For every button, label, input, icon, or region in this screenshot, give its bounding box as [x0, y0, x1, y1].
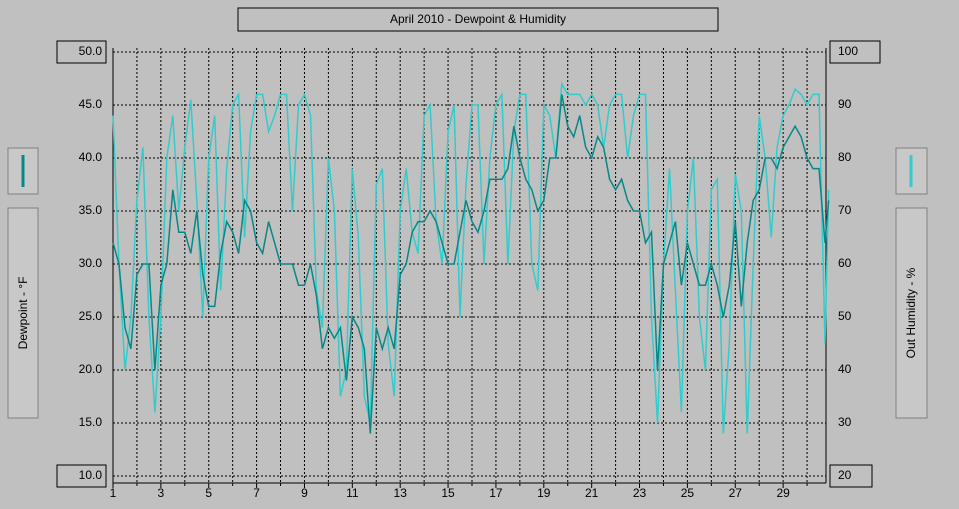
- y2-tick-box: [829, 464, 873, 488]
- y-tick-label: 40.0: [79, 150, 103, 164]
- x-tick-label: 7: [253, 486, 260, 500]
- legend-label-box: [895, 207, 928, 419]
- y-tick-label: 50.0: [79, 44, 103, 58]
- x-tick-label: 5: [205, 486, 212, 500]
- x-tick-label: 15: [441, 486, 455, 500]
- x-tick-label: 13: [394, 486, 408, 500]
- y2-tick-label: 40: [838, 362, 852, 376]
- x-tick-label: 27: [729, 486, 743, 500]
- legend-label-box: [7, 207, 39, 419]
- y2-tick-label: 60: [838, 256, 852, 270]
- y2-tick-label: 100: [838, 44, 858, 58]
- x-tick-label: 21: [585, 486, 599, 500]
- y2-tick-label: 80: [838, 150, 852, 164]
- y2-tick-label: 30: [838, 415, 852, 429]
- y-axis-label: Dewpoint - °F: [16, 277, 30, 350]
- y-tick-label: 10.0: [79, 468, 103, 482]
- series-line: [112, 81, 830, 434]
- x-tick-label: 3: [158, 486, 165, 500]
- y2-tick-label: 90: [838, 97, 852, 111]
- y2-axis-label: Out Humidity - %: [904, 267, 918, 358]
- y2-tick-label: 20: [838, 468, 852, 482]
- x-tick-label: 23: [633, 486, 647, 500]
- series-line: [112, 94, 830, 434]
- y-tick-box: [56, 40, 107, 64]
- x-tick-label: 9: [301, 486, 308, 500]
- x-tick-label: 29: [776, 486, 790, 500]
- y2-tick-label: 50: [838, 309, 852, 323]
- y2-tick-box: [829, 40, 881, 64]
- y-tick-label: 20.0: [79, 362, 103, 376]
- x-tick-label: 11: [346, 486, 359, 500]
- y-tick-box: [56, 464, 107, 488]
- x-tick-label: 19: [537, 486, 551, 500]
- y-tick-label: 30.0: [79, 256, 103, 270]
- y-tick-label: 45.0: [79, 97, 103, 111]
- y-tick-label: 25.0: [79, 309, 103, 323]
- y-tick-label: 15.0: [79, 415, 103, 429]
- x-tick-label: 1: [110, 486, 117, 500]
- y-tick-label: 35.0: [79, 203, 103, 217]
- title-box: [237, 7, 719, 32]
- x-tick-label: 25: [681, 486, 695, 500]
- chart-title: April 2010 - Dewpoint & Humidity: [390, 12, 566, 26]
- y2-tick-label: 70: [838, 203, 852, 217]
- x-tick-label: 17: [489, 486, 503, 500]
